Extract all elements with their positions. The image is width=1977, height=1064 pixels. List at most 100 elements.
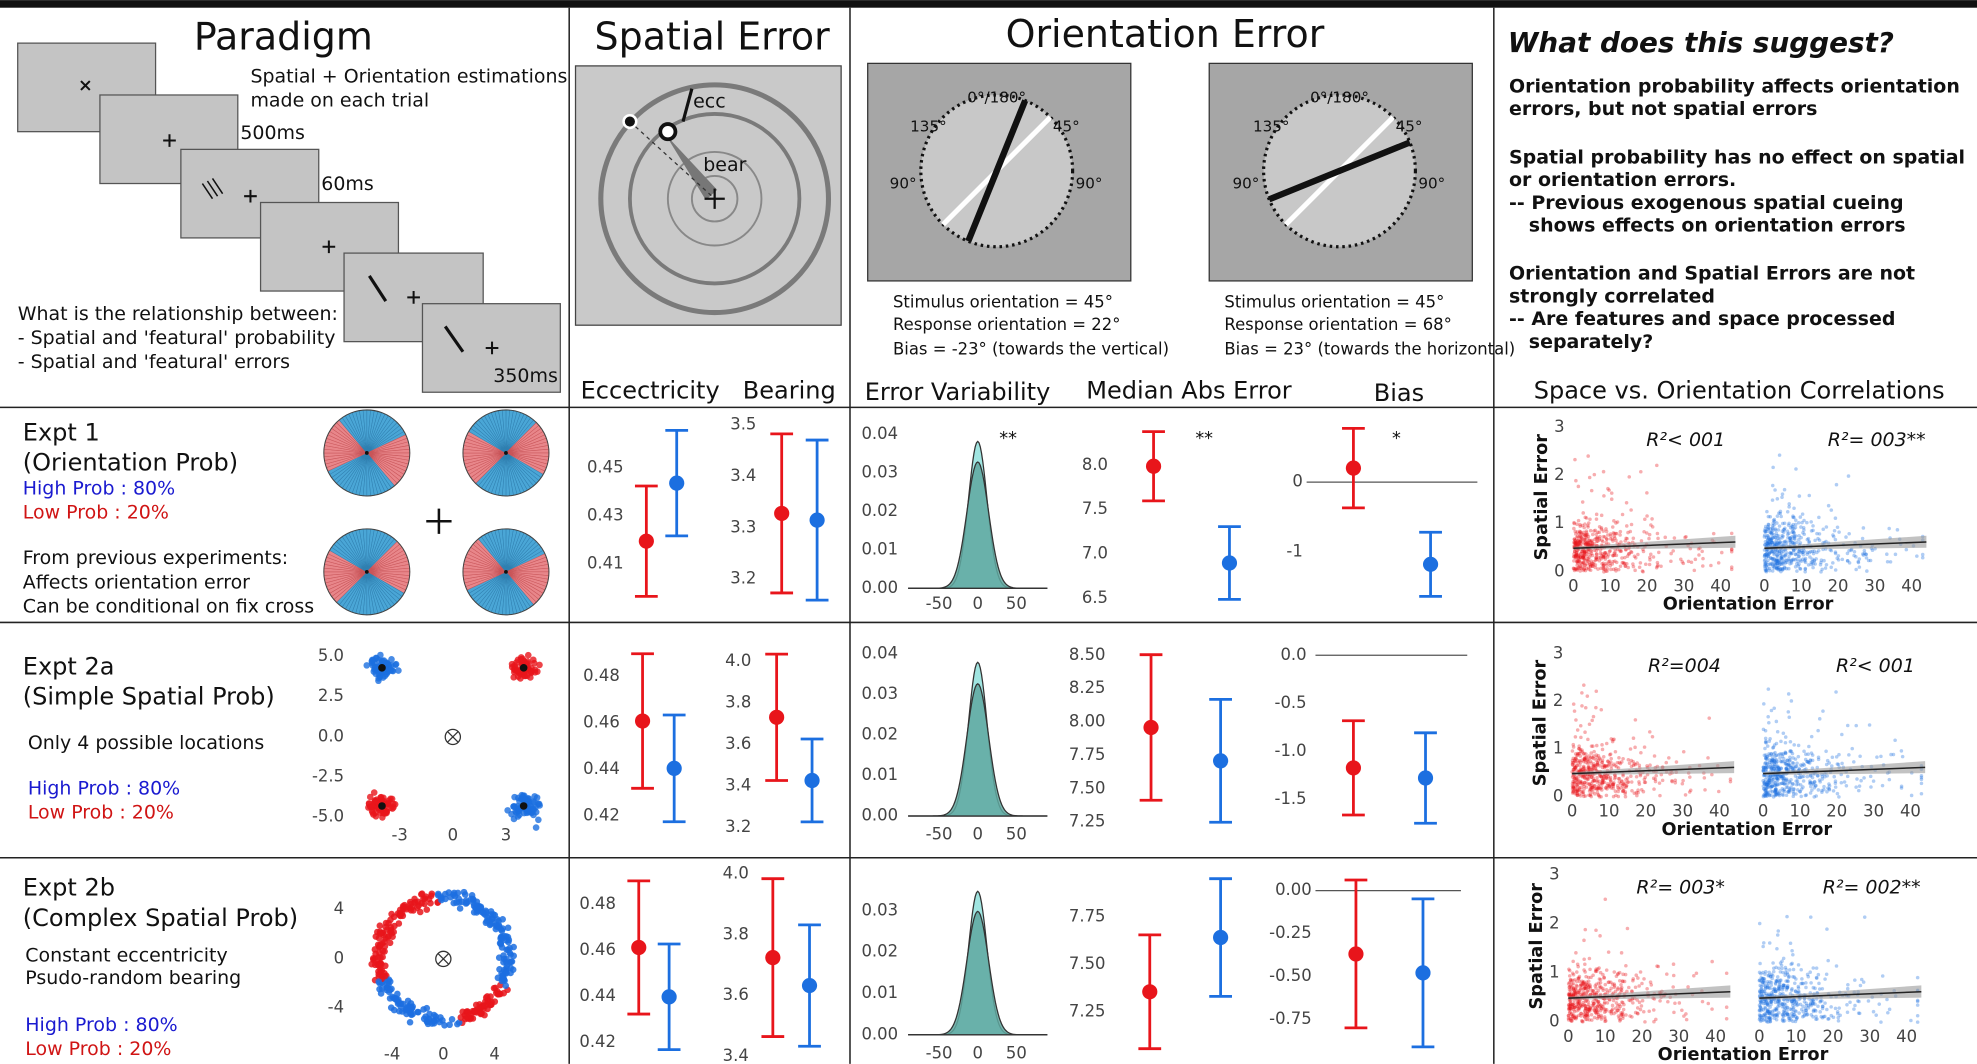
scatter-dot: [1831, 561, 1835, 565]
x-tick-label: 40: [1709, 802, 1730, 821]
scatter-dot: [1812, 549, 1816, 553]
scatter-dot: [1797, 744, 1801, 748]
scatter-dot: [1610, 491, 1614, 495]
location-dot: [375, 954, 382, 961]
scatter-dot: [1818, 717, 1822, 721]
location-dot: [499, 944, 506, 951]
scatter-dot: [1639, 561, 1643, 565]
scatter-dot: [1848, 561, 1852, 565]
scatter-dot: [1826, 1017, 1830, 1021]
x-tick-label: 4: [489, 1045, 499, 1064]
scatter-dot: [1612, 738, 1616, 742]
scatter-dot: [1795, 569, 1799, 573]
y-tick-label: 3.6: [725, 734, 751, 753]
suggestion: errors, but not spatial errors: [1509, 98, 1817, 120]
y-tick-label: 8.0: [1082, 455, 1108, 474]
scatter-dot: [1609, 568, 1613, 572]
scatter-dot: [1818, 1010, 1822, 1014]
scatter-dot: [1881, 974, 1885, 978]
scatter-dot: [1791, 953, 1795, 957]
scatter-dot: [1779, 515, 1783, 519]
point: [804, 773, 819, 788]
scatter-dot: [1652, 787, 1656, 791]
scatter-dot: [1863, 549, 1867, 553]
scatter-dot: [1725, 1005, 1729, 1009]
y-tick-label: 0.46: [579, 940, 616, 959]
scatter-dot: [1602, 564, 1606, 568]
scatter-dot: [1712, 532, 1716, 536]
x-tick-label: 10: [1598, 802, 1619, 821]
x-tick-label: 10: [1595, 1027, 1616, 1046]
scatter-dot: [1582, 526, 1586, 530]
scatter-dot: [1787, 692, 1791, 696]
scatter-dot: [1916, 1020, 1920, 1024]
scatter-dot: [1672, 974, 1676, 978]
scatter-dot: [1583, 962, 1587, 966]
y-tick-label: 7.5: [1082, 499, 1108, 518]
scatter-dot: [1776, 514, 1780, 518]
y-tick-label: 6.5: [1082, 588, 1108, 607]
scatter-dot: [1625, 524, 1629, 528]
row-note: Only 4 possible locations: [28, 732, 264, 754]
location-dot: [385, 933, 392, 940]
section-title: Orientation Error: [1006, 12, 1325, 56]
scatter-dot: [1920, 774, 1924, 778]
scatter-dot: [1758, 971, 1762, 975]
x-tick-label: 3: [501, 826, 511, 845]
scatter-dot: [1831, 755, 1835, 759]
scatter-dot: [1767, 515, 1771, 519]
scatter-dot: [1595, 558, 1599, 562]
scatter-dot: [1783, 488, 1787, 492]
scatter-dot: [1682, 562, 1686, 566]
scatter-dot: [1832, 775, 1836, 779]
y-tick-label: 5.0: [318, 646, 344, 665]
column-header: Bearing: [743, 377, 836, 405]
scatter-dot: [1916, 1014, 1920, 1018]
scatter-dot: [1588, 517, 1592, 521]
scatter-dot: [1859, 984, 1863, 988]
scatter-dot: [1656, 532, 1660, 536]
scatter-dot: [1582, 957, 1586, 961]
scatter-dot: [1703, 788, 1707, 792]
y-tick-label: 7.75: [1069, 745, 1106, 764]
scatter-dot: [1576, 793, 1580, 797]
y-axis-label: Spatial Error: [1531, 660, 1551, 787]
dial-label: 135°: [910, 118, 947, 136]
scatter-dot: [1758, 1008, 1762, 1012]
scatter-dot: [1636, 976, 1640, 980]
scatter-dot: [1605, 794, 1609, 798]
scatter-dot: [1771, 1013, 1775, 1017]
scatter-dot: [1684, 793, 1688, 797]
scatter-dot: [1807, 494, 1811, 498]
scatter-dot: [1786, 536, 1790, 540]
scatter-dot: [1594, 706, 1598, 710]
scatter-dot: [1597, 966, 1601, 970]
scatter-dot: [1591, 786, 1595, 790]
scatter-dot: [1788, 968, 1792, 972]
scatter-dot: [1706, 756, 1710, 760]
scatter-dot: [1827, 782, 1831, 786]
scatter-dot: [1775, 1018, 1779, 1022]
scatter-dot: [1589, 565, 1593, 569]
scatter-dot: [1642, 977, 1646, 981]
location-dot: [519, 792, 526, 799]
scatter-dot: [1635, 775, 1639, 779]
scatter-dot: [1789, 559, 1793, 563]
suggestion: separately?: [1509, 331, 1653, 353]
dial-label: 45°: [1053, 118, 1080, 136]
scatter-dot: [1790, 962, 1794, 966]
location-dot: [510, 803, 517, 810]
scatter-dot: [1788, 780, 1792, 784]
body: {"header":{"paradigm":"Paradigm","spatia…: [0, 0, 1977, 1064]
scatter-dot: [1593, 792, 1597, 796]
y-tick-label: 0: [1549, 1012, 1559, 1031]
scatter-dot: [1614, 750, 1618, 754]
y-tick-label: -0.25: [1269, 923, 1312, 942]
y-axis-label: Spatial Error: [1532, 434, 1552, 561]
scatter-dot: [1801, 785, 1805, 789]
scatter-dot: [1630, 780, 1634, 784]
y-tick-label: 3.8: [725, 692, 751, 711]
scatter-dot: [1836, 526, 1840, 530]
location-dot: [528, 670, 535, 677]
scatter-dot: [1768, 765, 1772, 769]
